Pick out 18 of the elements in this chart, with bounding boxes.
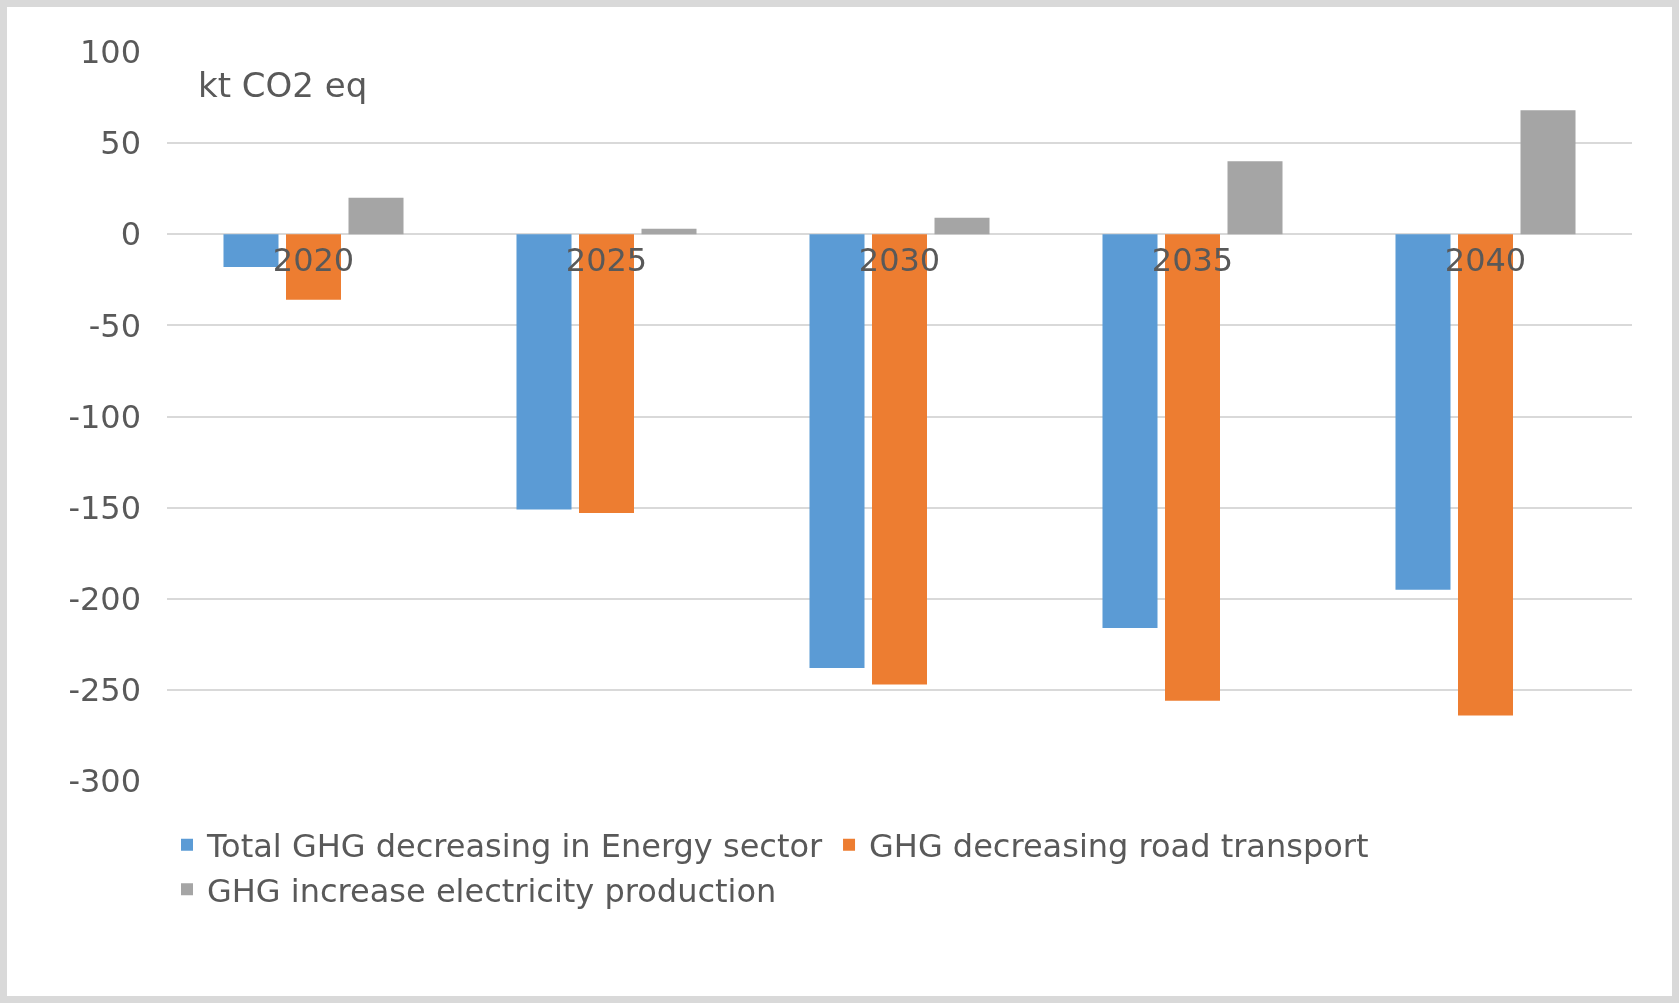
bar: [348, 197, 404, 235]
y-tick-label: 0: [120, 215, 141, 254]
y-tick-label: 100: [79, 33, 141, 72]
y-tick-label: -150: [68, 488, 141, 527]
legend-label: GHG decreasing road transport: [869, 827, 1369, 866]
bar: [1520, 110, 1576, 235]
bar: [641, 228, 697, 235]
y-tick-label: -300: [68, 762, 141, 801]
y-tick-label: -50: [88, 306, 141, 345]
y-tick-label: -250: [68, 671, 141, 710]
y-tick-label: 50: [100, 124, 141, 163]
bar: [1227, 161, 1283, 235]
bar: [934, 217, 990, 235]
y-axis-title: kt CO2 eq: [198, 65, 368, 105]
y-tick-label: -200: [68, 579, 141, 618]
legend-label: Total GHG decreasing in Energy sector: [206, 827, 824, 866]
y-tick-label: -100: [68, 397, 141, 436]
legend-label: GHG increase electricity production: [207, 871, 777, 910]
